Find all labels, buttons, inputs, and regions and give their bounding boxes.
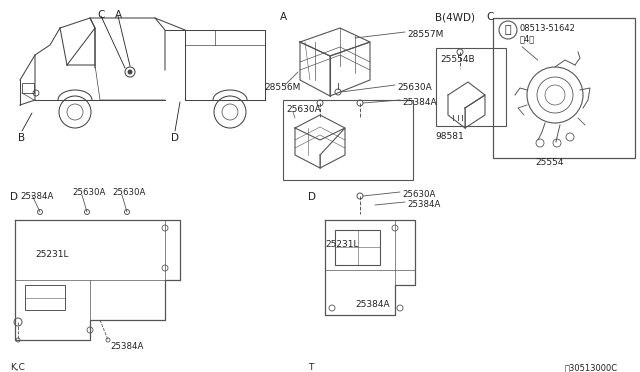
Text: ⦕30513000C: ⦕30513000C: [565, 363, 618, 372]
Text: 25384A: 25384A: [402, 98, 436, 107]
Text: 25630A: 25630A: [397, 83, 432, 92]
Bar: [22, 83, 34, 93]
Text: 25231L: 25231L: [35, 250, 68, 259]
Text: C: C: [486, 12, 493, 22]
Text: 25630A: 25630A: [72, 188, 106, 197]
Bar: [283, 100, 413, 180]
Text: A: A: [280, 12, 287, 22]
Text: B: B: [19, 133, 26, 143]
Text: （4）: （4）: [520, 34, 535, 43]
Text: 08513-51642: 08513-51642: [520, 24, 576, 33]
Text: B(4WD): B(4WD): [435, 12, 475, 22]
Text: 28557M: 28557M: [407, 30, 444, 39]
Text: 98581: 98581: [436, 132, 465, 141]
Text: K,C: K,C: [10, 363, 25, 372]
Text: 25630A: 25630A: [112, 188, 145, 197]
Circle shape: [128, 70, 132, 74]
Bar: [493, 18, 635, 158]
Bar: [436, 48, 506, 126]
Text: 25384A: 25384A: [407, 200, 440, 209]
Text: D: D: [308, 192, 316, 202]
Text: 25630A: 25630A: [286, 105, 321, 114]
Text: C: C: [97, 10, 105, 20]
Text: 25231L: 25231L: [325, 240, 358, 249]
Text: T: T: [308, 363, 314, 372]
Text: D: D: [171, 133, 179, 143]
Text: D: D: [10, 192, 18, 202]
Text: 28556M: 28556M: [264, 83, 300, 92]
Text: 25554B: 25554B: [440, 55, 475, 64]
Bar: [335, 230, 380, 265]
Text: 25384A: 25384A: [110, 342, 143, 351]
Text: 25630A: 25630A: [402, 190, 435, 199]
Text: 25384A: 25384A: [355, 300, 390, 309]
Text: A: A: [115, 10, 122, 20]
Text: 25554: 25554: [536, 158, 564, 167]
Text: Ⓢ: Ⓢ: [505, 25, 511, 35]
Text: 25384A: 25384A: [20, 192, 53, 201]
Bar: [25, 285, 65, 310]
